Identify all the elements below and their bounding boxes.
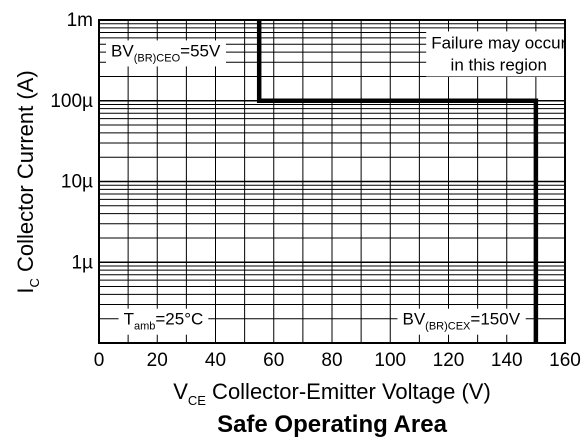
bv-ceo-annotation-sub: (BR)CEO bbox=[134, 52, 181, 64]
bv-cex-annotation-rest: =150V bbox=[470, 310, 520, 329]
bv-ceo-annotation-main: BV bbox=[111, 41, 134, 60]
x-tick-label: 140 bbox=[491, 350, 523, 371]
plot-frame bbox=[98, 19, 566, 344]
y-tick-label: 1µ bbox=[71, 252, 93, 273]
tamb-annotation: Tamb=25°C bbox=[124, 310, 204, 333]
y-axis-label-sub: C bbox=[27, 278, 42, 287]
x-tick-label: 0 bbox=[94, 350, 105, 371]
bv-cex-annotation: BV(BR)CEX=150V bbox=[402, 310, 520, 333]
x-tick-labels: 0 20 40 60 80 100 120 140 160 bbox=[94, 350, 581, 371]
failure-annotation-background bbox=[426, 31, 572, 77]
x-tick-label: 160 bbox=[549, 350, 581, 371]
y-tick-labels: 1m 100µ 10µ 1µ bbox=[50, 10, 93, 273]
failure-annotation-line: Failure may occur bbox=[431, 33, 566, 52]
tamb-annotation-background bbox=[118, 308, 209, 335]
x-axis-label-rest: Collector-Emitter Voltage (V) bbox=[206, 379, 491, 404]
x-axis-label-sub: CE bbox=[188, 393, 206, 408]
series-layer bbox=[256, 20, 539, 343]
x-tick-label: 100 bbox=[374, 350, 406, 371]
y-axis-label-rest: Collector Current (A) bbox=[13, 70, 38, 278]
failure-annotation: Failure may occur in this region bbox=[431, 33, 566, 74]
bv-ceo-annotation-background bbox=[106, 40, 226, 67]
y-axis-label-main: I bbox=[13, 288, 38, 294]
x-tick-label: 120 bbox=[433, 350, 465, 371]
bv-ceo-annotation-rest: =55V bbox=[180, 41, 221, 60]
bv-cex-annotation-background bbox=[397, 308, 526, 335]
bv-ceo-annotation-group: BV(BR)CEO=55V bbox=[106, 40, 226, 67]
y-tick-label: 100µ bbox=[50, 91, 93, 112]
tamb-annotation-group: Tamb=25°C bbox=[118, 308, 209, 335]
x-tick-label: 40 bbox=[205, 350, 226, 371]
failure-annotation-group: Failure may occur in this region bbox=[426, 31, 572, 77]
x-tick-label: 60 bbox=[263, 350, 284, 371]
x-axis-label: VCE Collector-Emitter Voltage (V) bbox=[173, 379, 491, 408]
x-axis-label-main: V bbox=[173, 379, 188, 404]
x-tick-label: 80 bbox=[321, 350, 342, 371]
bv-cex-annotation-sub: (BR)CEX bbox=[425, 321, 471, 333]
tamb-annotation-rest: =25°C bbox=[155, 310, 203, 329]
y-axis-label: IC Collector Current (A) bbox=[13, 70, 42, 293]
failure-annotation-line: in this region bbox=[451, 55, 547, 74]
bv-cex-annotation-main: BV bbox=[402, 310, 425, 329]
y-tick-label: 1m bbox=[67, 10, 93, 31]
tamb-annotation-main: T bbox=[124, 310, 134, 329]
chart-title: Safe Operating Area bbox=[217, 411, 448, 438]
soa-boundary-line bbox=[256, 20, 539, 343]
x-tick-label: 20 bbox=[147, 350, 168, 371]
bv-cex-annotation-group: BV(BR)CEX=150V bbox=[397, 308, 526, 335]
tamb-annotation-sub: amb bbox=[134, 321, 155, 333]
y-tick-label: 10µ bbox=[61, 172, 93, 193]
bv-ceo-annotation: BV(BR)CEO=55V bbox=[111, 41, 221, 64]
